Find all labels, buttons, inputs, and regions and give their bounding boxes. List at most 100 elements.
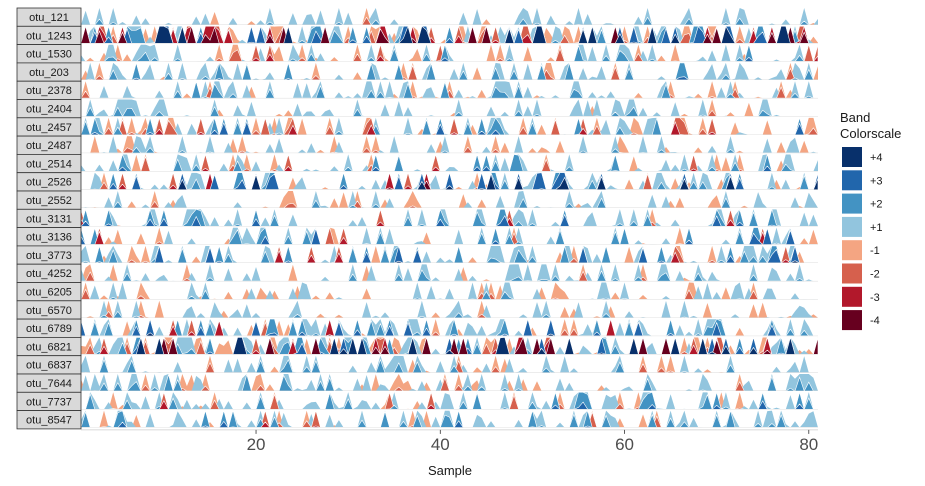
legend-swatch — [842, 310, 862, 331]
negative-band-1 — [81, 136, 818, 154]
strip-label: otu_8547 — [26, 415, 72, 427]
strip-label: otu_7737 — [26, 396, 72, 408]
negative-band-2 — [81, 44, 818, 62]
legend-title-line2: Colorscale — [840, 126, 901, 141]
panel-otu-1530 — [81, 44, 818, 62]
panel-otu-203 — [81, 62, 818, 80]
panel-otu-3136 — [81, 227, 818, 245]
negative-band-2 — [81, 110, 818, 117]
positive-band-1 — [81, 81, 818, 99]
x-tick-label: 20 — [247, 435, 266, 454]
panel-otu-8547 — [81, 410, 818, 428]
strip-label: otu_6570 — [26, 305, 72, 317]
positive-band-4 — [81, 26, 818, 44]
strip-otu-8547 — [16, 410, 82, 430]
legend-label: +1 — [870, 222, 883, 234]
strip-label: otu_121 — [29, 12, 69, 24]
strip-label: otu_3131 — [26, 213, 72, 225]
negative-band-2 — [81, 154, 818, 172]
positive-band-1 — [81, 319, 818, 337]
positive-band-1 — [81, 355, 818, 373]
x-tick-label: 60 — [615, 435, 634, 454]
negative-band-2 — [81, 310, 818, 318]
positive-band-2 — [81, 392, 818, 410]
negative-band-1 — [81, 355, 818, 373]
positive-band-1 — [81, 245, 818, 263]
panel-otu-2526 — [81, 172, 818, 190]
negative-band-2 — [81, 16, 818, 25]
panels-area — [81, 8, 818, 428]
strip-label: otu_1243 — [26, 30, 72, 42]
positive-band-4 — [81, 337, 818, 355]
panel-otu-2487 — [81, 136, 818, 154]
legend-label: +2 — [870, 199, 883, 211]
strip-label: otu_2514 — [26, 158, 72, 170]
strip-label: otu_6205 — [26, 287, 72, 299]
positive-band-1 — [81, 282, 818, 300]
legend-label: -2 — [870, 269, 880, 281]
panel-otu-6821 — [81, 337, 818, 355]
strip-label: otu_2457 — [26, 122, 72, 134]
negative-band-1 — [81, 154, 818, 172]
strip-label: otu_6789 — [26, 323, 72, 335]
positive-band-2 — [81, 289, 818, 300]
panel-otu-6789 — [81, 319, 818, 337]
negative-band-1 — [81, 337, 818, 355]
legend-swatch — [842, 240, 862, 261]
x-tick-label: 40 — [431, 435, 450, 454]
negative-band-4 — [81, 26, 818, 44]
strip-label: otu_1530 — [26, 49, 72, 61]
strip-label: otu_3773 — [26, 250, 72, 262]
strip-label: otu_6821 — [26, 341, 72, 353]
strip-labels: otu_121 otu_1243 otu_1530 otu_203 otu_2378ot… — [16, 7, 82, 430]
legend-title-line1: Band — [840, 110, 870, 125]
negative-band-4 — [81, 337, 818, 355]
strip-label: otu_2378 — [26, 85, 72, 97]
positive-band-1 — [81, 117, 818, 135]
legend-swatch — [842, 216, 862, 237]
positive-band-2 — [81, 16, 818, 25]
x-tick-label: 80 — [799, 435, 818, 454]
positive-band-2 — [81, 81, 818, 99]
panel-otu-7737 — [81, 392, 818, 410]
legend-swatch — [842, 263, 862, 284]
x-axis-title: Sample — [428, 463, 472, 478]
positive-band-1 — [81, 191, 818, 208]
negative-band-2 — [81, 117, 818, 135]
negative-band-3 — [81, 166, 818, 172]
positive-band-3 — [81, 245, 818, 263]
legend-items: +4 +3 +2 +1 -1 -2 -3 -4 — [842, 147, 883, 331]
legend-label: +3 — [870, 175, 883, 187]
strip-label: otu_2552 — [26, 195, 72, 207]
legend-label: -3 — [870, 292, 880, 304]
negative-band-2 — [81, 200, 818, 208]
legend-swatch — [842, 193, 862, 214]
positive-band-1 — [81, 264, 818, 282]
panel-otu-3131 — [81, 209, 818, 227]
strip-label: otu_3136 — [26, 232, 72, 244]
strip-label: otu_203 — [29, 67, 69, 79]
legend-swatch — [842, 170, 862, 191]
legend-swatch — [842, 147, 862, 167]
positive-band-1 — [81, 227, 818, 245]
panel-otu-2552 — [81, 191, 818, 208]
negative-band-1 — [81, 99, 818, 117]
panel-otu-2457 — [81, 117, 818, 135]
legend-label: -1 — [870, 245, 880, 257]
strip-label: otu_4252 — [26, 268, 72, 280]
strip-label: otu_6837 — [26, 360, 72, 372]
legend-label: +4 — [870, 152, 883, 164]
legend: Band Colorscale +4 +3 +2 +1 -1 -2 -3 -4 — [840, 110, 901, 331]
negative-band-1 — [81, 191, 818, 208]
positive-band-1 — [81, 8, 818, 25]
negative-band-1 — [81, 8, 818, 25]
negative-band-1 — [81, 282, 818, 300]
panel-otu-4252 — [81, 264, 818, 282]
positive-band-1 — [81, 154, 818, 172]
negative-band-3 — [81, 26, 818, 44]
panel-otu-1243 — [81, 26, 818, 44]
strip-label: otu_2487 — [26, 140, 72, 152]
panel-otu-121 — [81, 8, 818, 25]
strip-label: otu_2526 — [26, 177, 72, 189]
positive-band-1 — [81, 99, 818, 117]
